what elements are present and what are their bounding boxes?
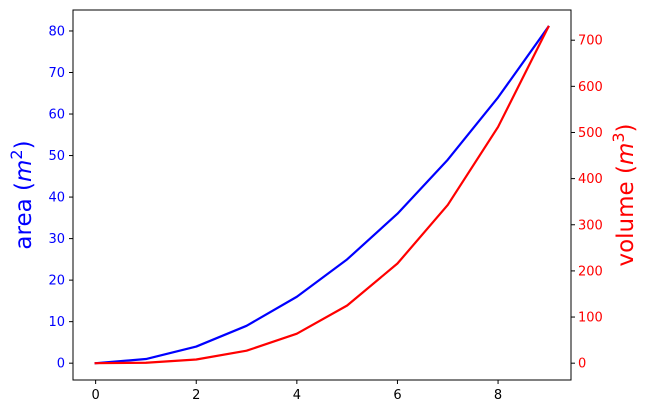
right-y-tick-label: 200 [578,264,603,279]
volume-series-line [94,25,550,365]
x-tick-label: 8 [494,388,502,403]
left-y-tick-label: 60 [48,108,65,123]
right-y-tick-label: 0 [578,357,586,372]
x-tick-label: 2 [192,388,200,403]
axis-labels: area (m2) volume (m3) [7,123,639,266]
right-y-tick-label: 700 [578,34,603,49]
right-y-axis-label: volume (m3) [609,123,639,266]
right-y-tick-label: 100 [578,311,603,326]
plot-frame [72,9,572,381]
left-y-tick-label: 0 [57,357,65,372]
left-y-tick-label: 50 [48,149,65,164]
right-y-tick-label: 600 [578,80,603,95]
series-layer [94,25,550,365]
axes-layer: 0 2 4 6 801020304050607080010020030040050060… [48,24,602,403]
right-y-tick-label: 500 [578,126,603,141]
right-y-tick-label: 300 [578,218,603,233]
left-y-tick-label: 80 [48,24,65,39]
plot-border [72,9,572,381]
left-y-tick-label: 20 [48,274,65,289]
x-tick-label: 6 [393,388,401,403]
left-y-axis-label: area (m2) [7,140,37,249]
area-series-line [94,25,550,365]
left-y-tick-label: 70 [48,66,65,81]
x-tick-label: 4 [293,388,301,403]
right-y-tick-label: 400 [578,172,603,187]
left-y-tick-label: 30 [48,232,65,247]
left-y-tick-label: 40 [48,191,65,206]
left-y-tick-label: 10 [48,315,65,330]
x-tick-label: 0 [91,388,99,403]
